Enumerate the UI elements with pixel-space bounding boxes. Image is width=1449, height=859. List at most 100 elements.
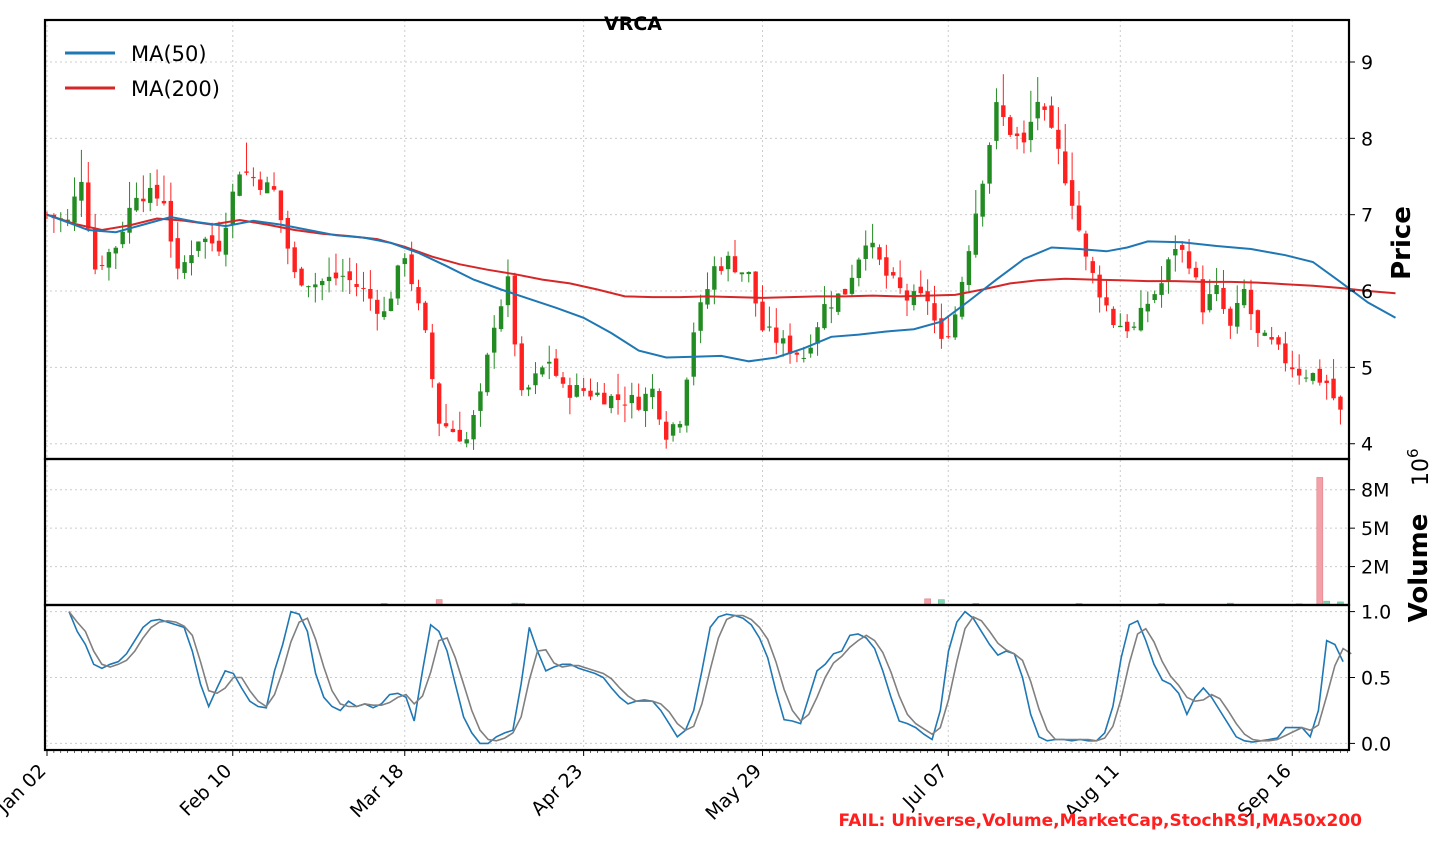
candle-body — [99, 265, 105, 267]
candle-body — [498, 306, 504, 330]
candle-body — [237, 174, 242, 196]
candle-body — [203, 238, 208, 243]
candle-body — [457, 429, 462, 442]
candle-body — [1186, 251, 1192, 269]
candle-body — [292, 247, 297, 273]
candle-body — [643, 393, 648, 411]
candle-body — [1021, 132, 1027, 143]
candle-body — [959, 281, 965, 317]
candle-body — [209, 235, 215, 244]
candle-body — [973, 213, 978, 255]
candle-body — [1083, 233, 1089, 257]
y-tick-label: 8 — [1361, 128, 1373, 150]
candle-body — [533, 373, 538, 386]
candle-body — [512, 275, 518, 345]
candle-body — [216, 240, 222, 252]
x-tick-label: May 29 — [701, 760, 766, 825]
candle-body — [154, 184, 160, 199]
candle-body — [182, 262, 187, 273]
volume-axis-label: Volume — [1404, 514, 1434, 623]
candle-body — [1008, 117, 1013, 135]
candle-body — [423, 302, 428, 331]
y-tick-label: 5M — [1361, 518, 1389, 540]
y-tick-label: 1.0 — [1361, 602, 1391, 624]
candle-body — [629, 394, 634, 404]
candle-body — [1317, 368, 1322, 383]
candle-body — [691, 332, 696, 377]
x-tick-label: Jul 07 — [898, 760, 952, 814]
candle-body — [836, 293, 841, 312]
candle-body — [1290, 367, 1295, 370]
candle-body — [430, 332, 435, 380]
candle-body — [725, 255, 731, 270]
candle-body — [148, 187, 153, 203]
candle-body — [306, 286, 311, 288]
candle-body — [849, 277, 855, 294]
candle-body — [1241, 288, 1247, 306]
candle-body — [540, 367, 545, 375]
candle-body — [856, 259, 862, 279]
candle-body — [1090, 261, 1095, 273]
volume-exponent-label: 106 — [1404, 448, 1434, 486]
candle-body — [595, 392, 600, 396]
candle-body — [1180, 245, 1185, 250]
candle-body — [443, 423, 449, 427]
candle-body — [388, 298, 394, 312]
candle-body — [1145, 303, 1150, 312]
candle-body — [608, 395, 614, 409]
candle-body — [980, 183, 985, 217]
candle-body — [567, 385, 573, 398]
candle-body — [829, 307, 834, 309]
candle-body — [794, 352, 800, 355]
candle-body — [375, 299, 380, 314]
candle-body — [285, 217, 290, 249]
candle-body — [402, 258, 407, 265]
legend: MA(50) MA(200) — [65, 42, 220, 101]
candle-body — [746, 271, 751, 275]
candle-body — [1159, 283, 1164, 295]
y-tick-label: 7 — [1361, 205, 1373, 227]
candle-body — [1076, 205, 1082, 231]
candle-body — [547, 361, 552, 364]
x-tick-label: Jan 02 — [0, 760, 51, 818]
candle-body — [1207, 294, 1212, 311]
candle-body — [911, 291, 917, 306]
candle-body — [299, 268, 304, 286]
candle-body — [932, 303, 937, 321]
candle-body — [354, 283, 359, 287]
candle-body — [361, 287, 366, 289]
y-tick-label: 4 — [1361, 434, 1373, 456]
candle-body — [86, 182, 91, 229]
candle-body — [175, 238, 180, 269]
candle-body — [1104, 297, 1109, 306]
candle-body — [1255, 310, 1261, 333]
candle-body — [615, 394, 621, 401]
candle-body — [1056, 129, 1061, 149]
candle-body — [650, 388, 655, 398]
candle-body — [1014, 133, 1020, 137]
ma50-line — [46, 213, 1396, 363]
candle-body — [822, 304, 827, 329]
candle-body — [409, 254, 414, 285]
candle-body — [581, 388, 586, 391]
candle-body — [1152, 294, 1157, 300]
candle-body — [753, 271, 758, 304]
candle-body — [877, 247, 882, 260]
candle-body — [471, 415, 476, 440]
candle-body — [1235, 302, 1240, 327]
candle-body — [333, 272, 339, 279]
candle-body — [774, 327, 779, 343]
candle-body — [1124, 321, 1130, 332]
candle-body — [1221, 287, 1226, 310]
candle-body — [1097, 274, 1102, 298]
candle-body — [1118, 325, 1123, 328]
candle-body — [870, 242, 875, 248]
legend-label-ma200: MA(200) — [131, 77, 220, 101]
x-tick-label: Apr 23 — [527, 760, 587, 820]
candle-body — [1228, 308, 1233, 326]
candle-body — [1310, 373, 1316, 381]
candle-body — [994, 102, 999, 141]
candle-body — [670, 424, 676, 436]
candle-body — [196, 241, 201, 251]
